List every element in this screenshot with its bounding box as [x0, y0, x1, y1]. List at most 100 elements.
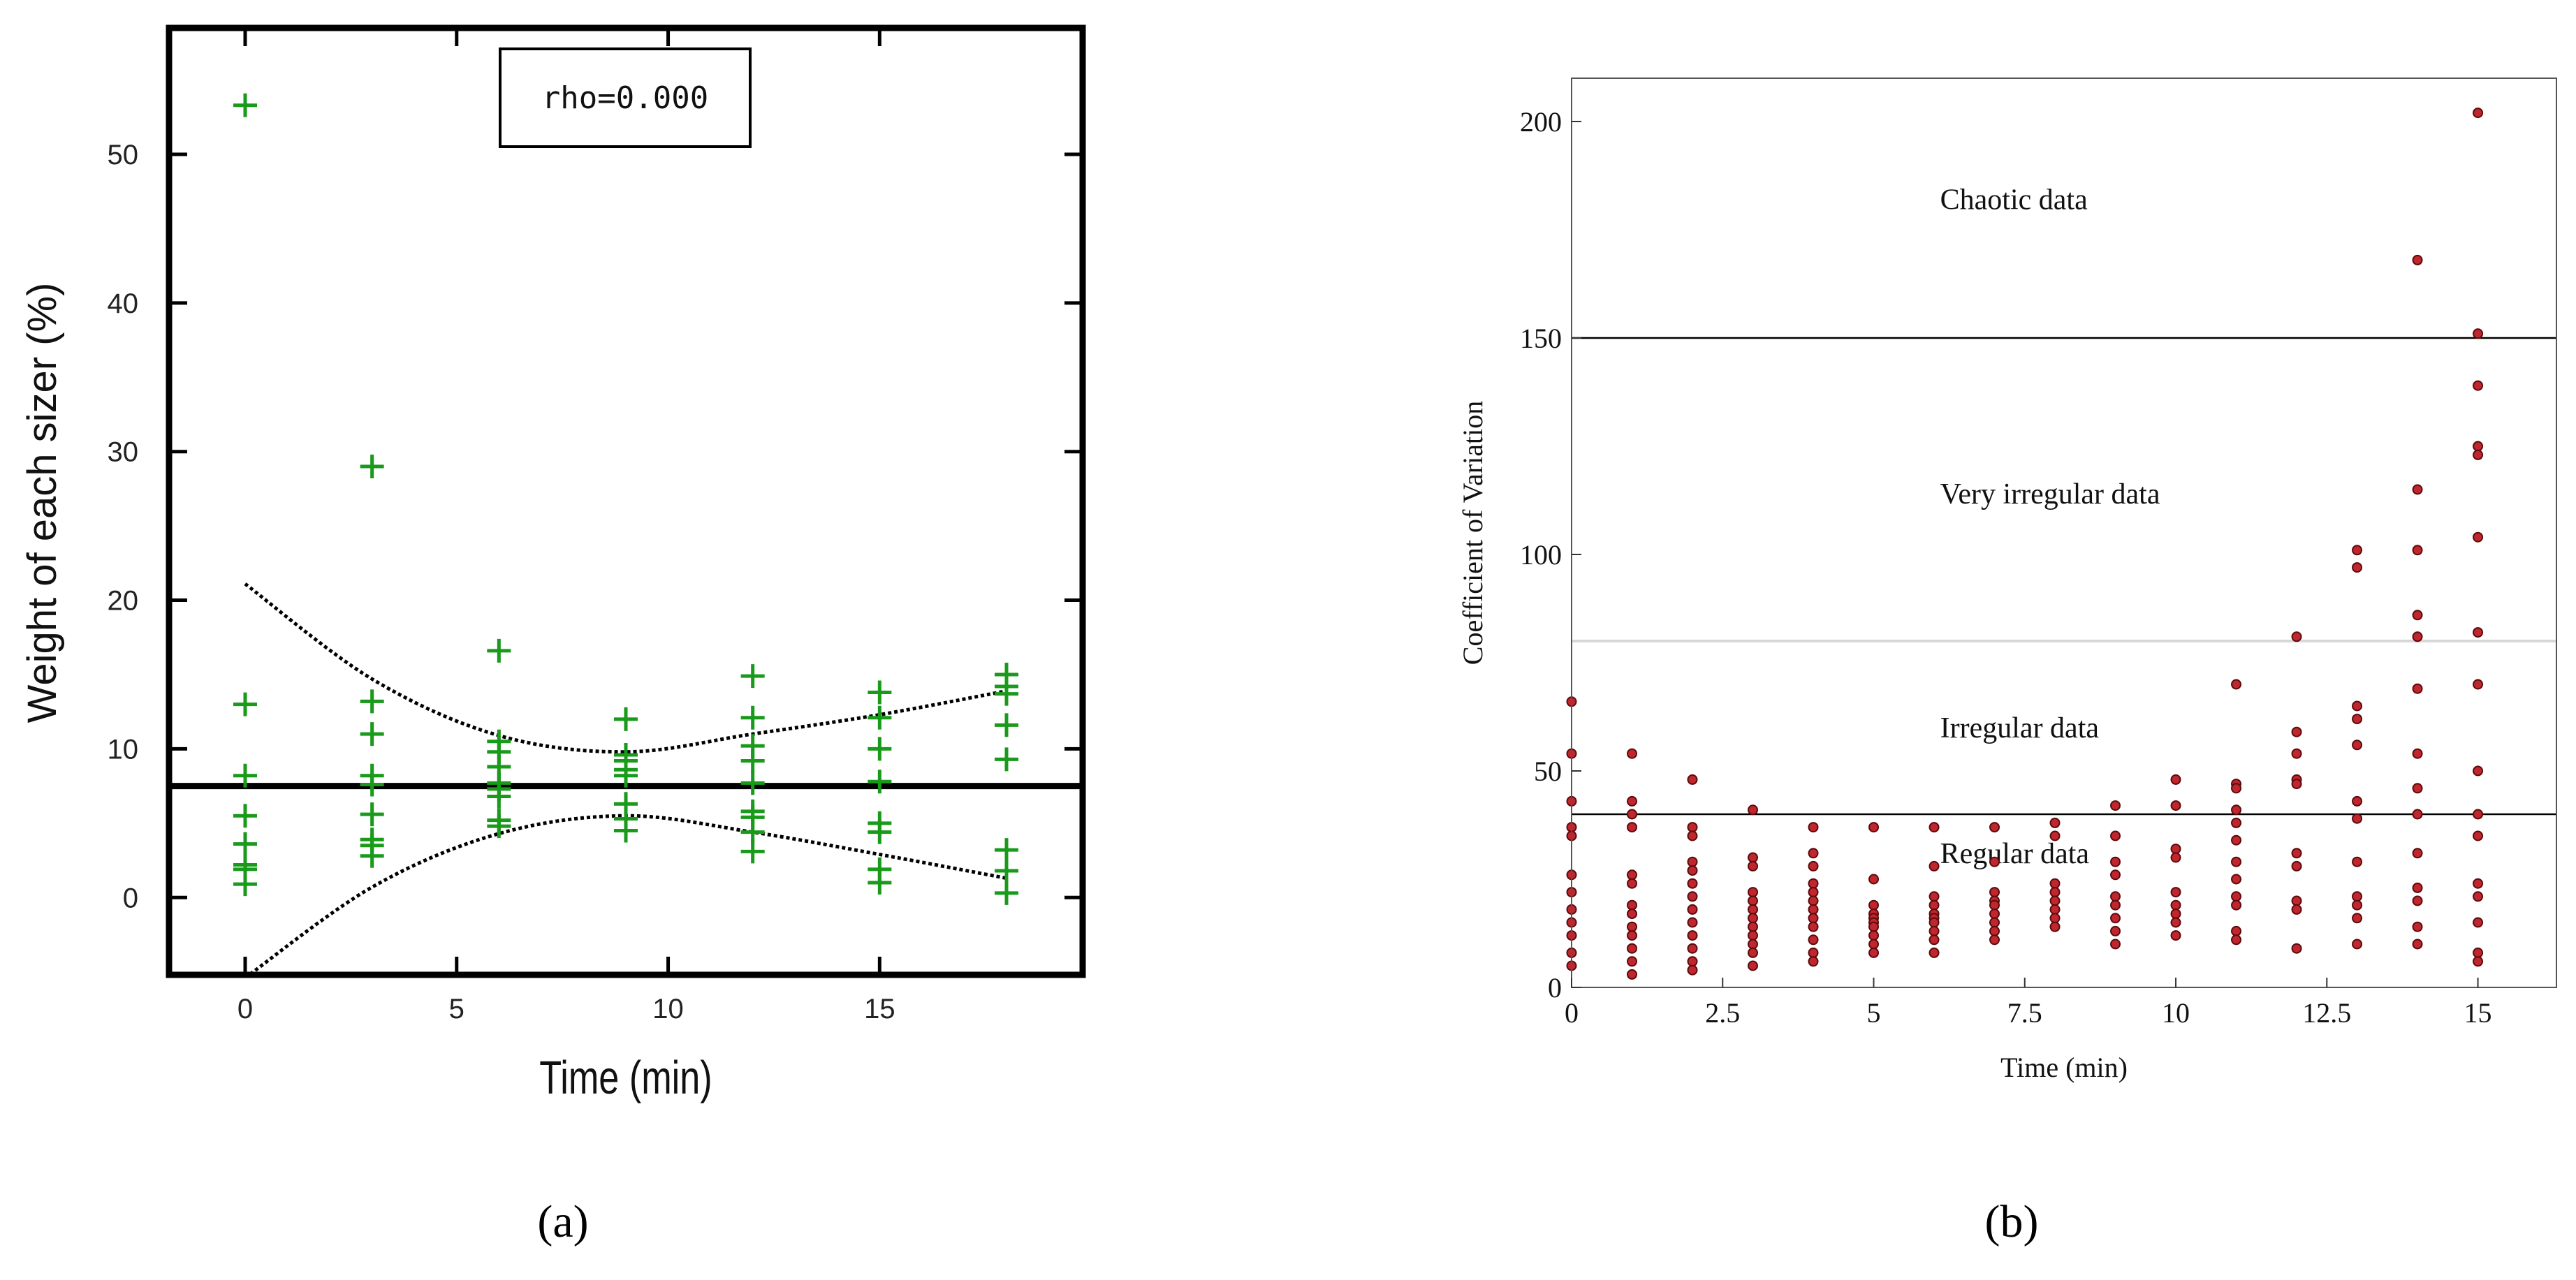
data-point	[1748, 904, 1759, 915]
data-point	[2291, 726, 2302, 737]
data-point	[2170, 844, 2181, 855]
data-point	[1748, 960, 1759, 971]
data-point	[1868, 930, 1880, 941]
data-point	[2049, 878, 2061, 889]
x-tick-label: 5	[449, 994, 464, 1024]
data-point	[2231, 834, 2242, 846]
data-point	[2352, 545, 2363, 556]
data-point	[2231, 856, 2242, 867]
y-tick-label: 50	[1534, 756, 1562, 787]
data-point	[2473, 441, 2484, 452]
data-point	[1687, 822, 1698, 833]
data-point	[1687, 943, 1698, 954]
data-point	[1627, 969, 1638, 980]
data-point	[1687, 878, 1698, 889]
y-tick-label: 20	[108, 586, 139, 617]
data-point	[1868, 947, 1880, 958]
data-point	[2231, 804, 2242, 816]
data-point	[2473, 878, 2484, 889]
data-point	[2352, 700, 2363, 712]
y-tick-label: 40	[108, 288, 139, 319]
data-point	[1808, 934, 1819, 946]
data-point	[1748, 860, 1759, 871]
data-point	[2110, 939, 2121, 950]
data-point	[1929, 860, 1940, 871]
data-point	[1868, 899, 1880, 911]
data-point	[233, 872, 257, 897]
data-point	[1989, 908, 2000, 920]
x-tick-label: 12.5	[2302, 997, 2351, 1029]
data-point	[1748, 852, 1759, 863]
data-point	[2473, 947, 2484, 958]
data-point	[233, 763, 257, 788]
region-label: Very irregular data	[1940, 478, 2160, 510]
data-point	[2473, 830, 2484, 841]
region-label: Chaotic data	[1940, 184, 2088, 216]
x-tick-label: 2.5	[1705, 997, 1740, 1029]
data-point	[2110, 899, 2121, 911]
data-point	[1808, 921, 1819, 932]
data-point	[1687, 865, 1698, 876]
data-point	[2049, 913, 2061, 924]
x-tick-label: 0	[237, 994, 253, 1024]
data-point	[2291, 895, 2302, 906]
data-point	[2352, 795, 2363, 807]
data-point	[2231, 925, 2242, 936]
data-point	[868, 737, 892, 761]
data-point	[2352, 562, 2363, 573]
data-point	[2110, 830, 2121, 841]
data-point	[2110, 856, 2121, 867]
data-point	[868, 680, 892, 705]
data-point	[1989, 822, 2000, 833]
data-point	[2352, 913, 2363, 924]
data-point	[2412, 610, 2423, 621]
data-point	[2049, 830, 2061, 841]
data-point	[233, 93, 257, 117]
data-point	[2291, 848, 2302, 859]
data-point	[2170, 930, 2181, 941]
region-label: Irregular data	[1940, 712, 2100, 744]
data-point	[1868, 822, 1880, 833]
data-point	[360, 844, 384, 868]
data-point	[1687, 830, 1698, 841]
data-point	[2473, 108, 2484, 119]
data-point	[995, 881, 1018, 905]
data-point	[2049, 817, 2061, 828]
data-point	[1748, 921, 1759, 932]
data-point	[995, 747, 1018, 772]
data-point	[2231, 899, 2242, 911]
data-point	[360, 772, 384, 797]
data-point	[1627, 956, 1638, 967]
data-point	[360, 802, 384, 827]
data-point	[2412, 895, 2423, 906]
data-point	[2049, 921, 2061, 932]
data-point	[1627, 921, 1638, 932]
y-tick-label: 200	[1520, 106, 1562, 138]
data-point	[1929, 934, 1940, 946]
data-point	[1687, 964, 1698, 976]
data-point	[1687, 904, 1698, 915]
data-point	[1808, 947, 1819, 958]
data-point	[2170, 852, 2181, 863]
data-point	[2291, 779, 2302, 790]
data-point	[1627, 748, 1638, 759]
data-point	[2352, 939, 2363, 950]
chart-b: Chaotic data Very irregular data Irregular…	[1457, 78, 2557, 1083]
data-point	[1868, 874, 1880, 885]
data-point	[2352, 813, 2363, 824]
data-point	[1989, 917, 2000, 928]
data-point	[1627, 899, 1638, 911]
x-tick-label: 0	[1565, 997, 1579, 1029]
data-point	[2473, 627, 2484, 638]
data-point	[1989, 887, 2000, 898]
chart-b-frame	[1571, 78, 2557, 988]
data-point	[2291, 943, 2302, 954]
data-point	[1808, 848, 1819, 859]
data-point	[2412, 683, 2423, 694]
data-point	[2412, 631, 2423, 642]
data-point	[1627, 878, 1638, 889]
data-point	[1808, 904, 1819, 915]
data-point	[2473, 531, 2484, 543]
data-point	[1929, 925, 1940, 936]
